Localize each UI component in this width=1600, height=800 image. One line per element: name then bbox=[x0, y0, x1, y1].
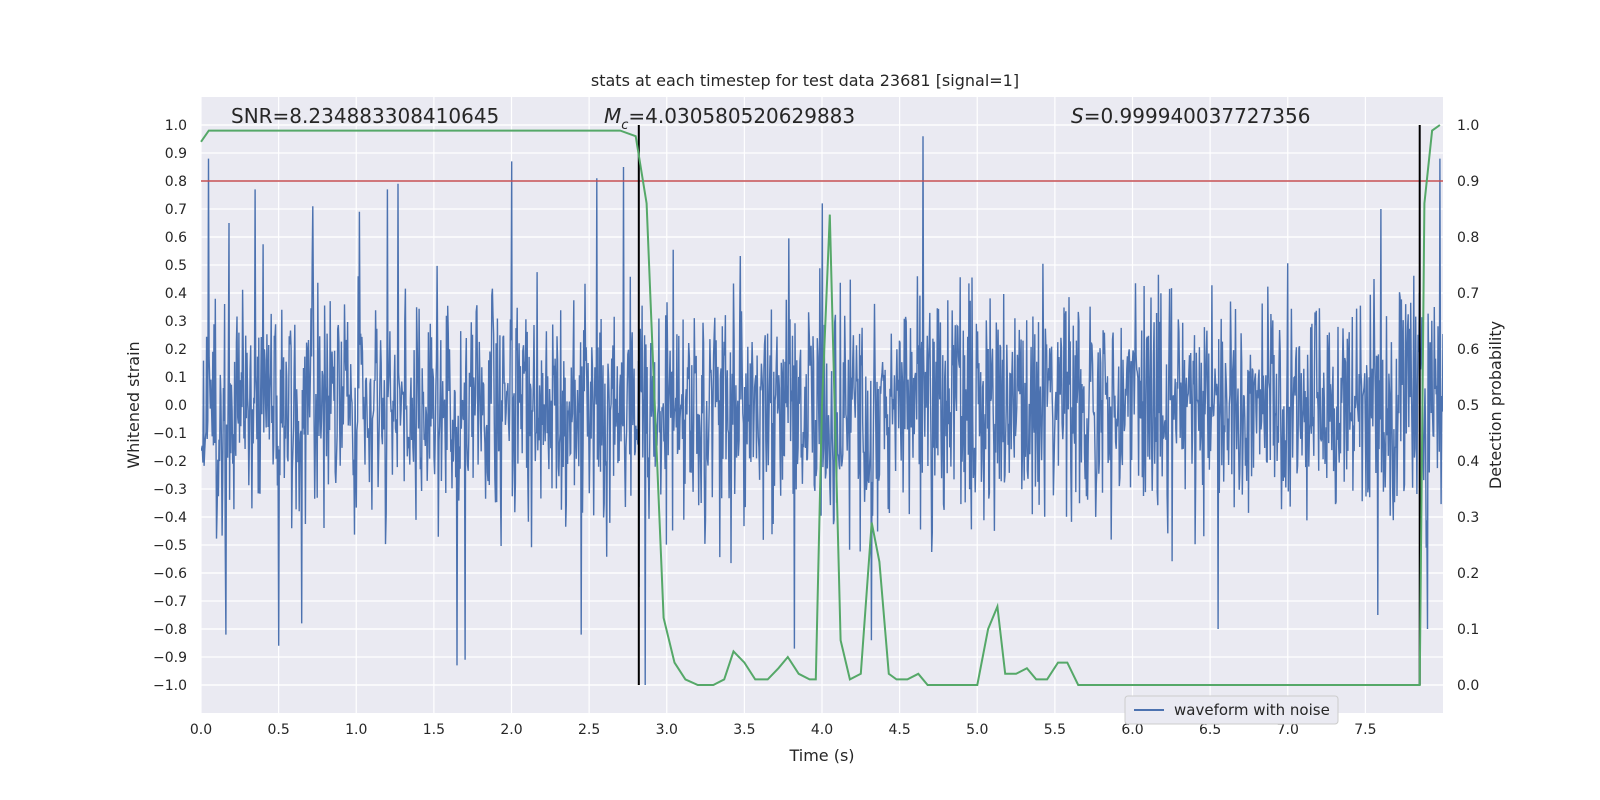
y-tick-label-left: 0.3 bbox=[165, 314, 187, 330]
waveform-line bbox=[201, 136, 1443, 686]
y-tick-label-left: −0.9 bbox=[153, 650, 187, 666]
chart-title: stats at each timestep for test data 236… bbox=[591, 71, 1019, 90]
chirp-mass-symbol: M bbox=[604, 104, 621, 128]
chirp-mass-value: =4.030580520629883 bbox=[628, 104, 855, 128]
y-tick-label-left: −0.4 bbox=[153, 510, 187, 526]
y-axis-left-ticks: 1.0 0.9 0.8 0.7 0.6 0.5 0.4 0.3 0.2 0.1 0.0 −0.1 −0.… bbox=[153, 118, 187, 694]
score-symbol: S bbox=[1071, 104, 1084, 128]
y-tick-label-right: 0.6 bbox=[1457, 342, 1479, 358]
score-annotation: S=0.999940037727356 bbox=[1071, 104, 1310, 128]
y-tick-label-right: 0.8 bbox=[1457, 230, 1479, 246]
legend: waveform with noise bbox=[1124, 695, 1339, 725]
y-tick-label-left: −0.7 bbox=[153, 594, 187, 610]
y-tick-label-left: 0.1 bbox=[165, 370, 187, 386]
x-tick-label: 6.0 bbox=[1121, 722, 1143, 738]
y-tick-label-left: 0.8 bbox=[165, 174, 187, 190]
probability-series bbox=[200, 124, 1441, 686]
x-axis-ticks: 0.0 0.5 1.0 1.5 2.0 2.5 3.0 3.5 4.0 4.5 5.0 5.5 6.0 6… bbox=[190, 722, 1377, 738]
y-tick-label-left: −0.2 bbox=[153, 454, 187, 470]
x-tick-label: 4.5 bbox=[888, 722, 910, 738]
y-tick-label-left: 0.5 bbox=[165, 258, 187, 274]
y-tick-label-left: 0.0 bbox=[165, 398, 187, 414]
y-tick-label-right: 0.2 bbox=[1457, 566, 1479, 582]
y-tick-label-left: 0.4 bbox=[165, 286, 187, 302]
y-axis-right-label: Detection probability bbox=[1486, 321, 1505, 489]
x-tick-label: 1.0 bbox=[345, 722, 367, 738]
x-tick-label: 2.5 bbox=[578, 722, 600, 738]
y-tick-label-left: −0.6 bbox=[153, 566, 187, 582]
y-tick-label-right: 1.0 bbox=[1457, 118, 1479, 134]
x-axis-label: Time (s) bbox=[788, 746, 854, 765]
y-tick-label-left: 0.2 bbox=[165, 342, 187, 358]
y-tick-label-right: 0.5 bbox=[1457, 398, 1479, 414]
y-tick-label-left: 1.0 bbox=[165, 118, 187, 134]
y-tick-label-left: −0.5 bbox=[153, 538, 187, 554]
y-tick-label-left: 0.9 bbox=[165, 146, 187, 162]
x-tick-label: 5.0 bbox=[966, 722, 988, 738]
legend-label: waveform with noise bbox=[1174, 701, 1330, 719]
y-tick-label-left: −0.8 bbox=[153, 622, 187, 638]
y-tick-label-left: −0.1 bbox=[153, 426, 187, 442]
x-tick-label: 7.5 bbox=[1354, 722, 1376, 738]
x-tick-label: 7.0 bbox=[1277, 722, 1299, 738]
chirp-mass-subscript: c bbox=[621, 118, 628, 133]
score-value: =0.999940037727356 bbox=[1084, 104, 1311, 128]
x-tick-label: 2.0 bbox=[500, 722, 522, 738]
x-tick-label: 6.5 bbox=[1199, 722, 1221, 738]
chirp-mass-annotation: Mc=4.030580520629883 bbox=[604, 104, 855, 133]
snr-annotation: SNR=8.234883308410645 bbox=[231, 104, 499, 128]
y-axis-left-label: Whitened strain bbox=[124, 341, 143, 468]
waveform-series bbox=[201, 136, 1443, 686]
y-tick-label-left: −0.3 bbox=[153, 482, 187, 498]
y-tick-label-right: 0.4 bbox=[1457, 454, 1479, 470]
y-tick-label-left: −1.0 bbox=[153, 678, 187, 694]
y-tick-label-right: 0.9 bbox=[1457, 174, 1479, 190]
x-tick-label: 3.0 bbox=[656, 722, 678, 738]
y-axis-right-ticks: 1.0 0.9 0.8 0.7 0.6 0.5 0.4 0.3 0.2 0.1 0.0 bbox=[1457, 118, 1479, 694]
x-tick-label: 3.5 bbox=[733, 722, 755, 738]
y-tick-label-right: 0.7 bbox=[1457, 286, 1479, 302]
probability-line bbox=[200, 124, 1441, 686]
legend-box bbox=[1124, 695, 1339, 725]
x-tick-label: 0.0 bbox=[190, 722, 212, 738]
x-tick-label: 5.5 bbox=[1044, 722, 1066, 738]
y-tick-label-left: 0.7 bbox=[165, 202, 187, 218]
x-tick-label: 4.0 bbox=[811, 722, 833, 738]
y-tick-label-right: 0.0 bbox=[1457, 678, 1479, 694]
y-tick-label-right: 0.3 bbox=[1457, 510, 1479, 526]
y-tick-label-left: 0.6 bbox=[165, 230, 187, 246]
y-tick-label-right: 0.1 bbox=[1457, 622, 1479, 638]
x-tick-label: 0.5 bbox=[267, 722, 289, 738]
x-tick-label: 1.5 bbox=[423, 722, 445, 738]
